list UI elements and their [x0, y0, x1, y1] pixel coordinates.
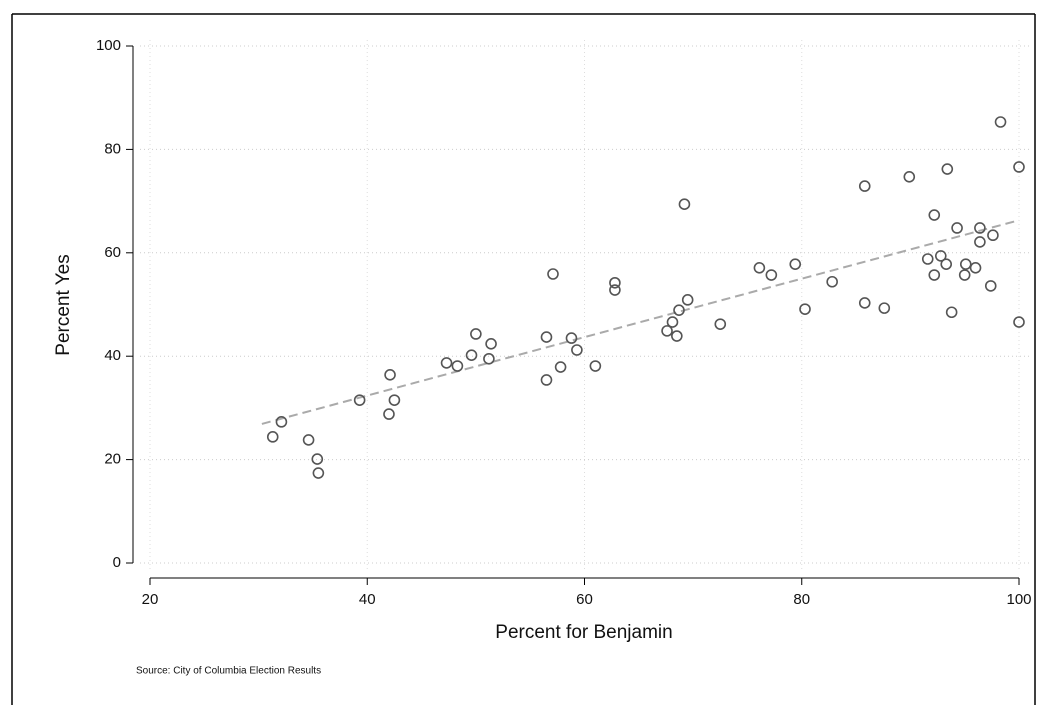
- point: [540, 331, 553, 343]
- point: [1013, 316, 1025, 328]
- point: [934, 250, 947, 262]
- point: [275, 416, 288, 428]
- point: [451, 360, 464, 372]
- point: [311, 453, 324, 465]
- point: [609, 284, 621, 296]
- point: [465, 349, 478, 361]
- point: [958, 269, 971, 281]
- x-tick-label: 60: [576, 591, 593, 608]
- point: [974, 222, 986, 234]
- point: [681, 294, 694, 306]
- point: [673, 304, 685, 316]
- point: [858, 297, 871, 309]
- point: [1013, 161, 1025, 173]
- point: [941, 163, 954, 175]
- point: [383, 408, 395, 420]
- point: [921, 253, 934, 265]
- x-tick-label: 100: [1006, 591, 1031, 608]
- point: [753, 261, 766, 274]
- point: [565, 332, 578, 344]
- y-tick-label: 80: [104, 140, 121, 157]
- y-tick-label: 100: [96, 37, 121, 54]
- point: [951, 222, 963, 234]
- point: [765, 269, 778, 281]
- point: [554, 361, 567, 373]
- x-axis-title: Percent for Benjamin: [495, 622, 672, 643]
- x-tick-label: 80: [793, 591, 810, 608]
- point: [974, 236, 986, 248]
- point: [858, 180, 871, 192]
- point: [945, 306, 958, 319]
- y-axis-title: Percent Yes: [53, 254, 74, 355]
- fit-line: [261, 219, 1020, 425]
- point: [714, 318, 727, 330]
- point: [388, 394, 401, 406]
- source-note: Source: City of Columbia Election Result…: [136, 666, 321, 677]
- point: [959, 258, 972, 270]
- y-tick-label: 0: [113, 554, 121, 571]
- y-tick-label: 60: [104, 244, 121, 261]
- point: [609, 276, 621, 289]
- point: [671, 330, 683, 342]
- point: [799, 303, 811, 315]
- point: [984, 280, 997, 292]
- point: [928, 209, 941, 221]
- point: [485, 337, 497, 350]
- point: [940, 258, 953, 270]
- x-tick-label: 40: [359, 591, 376, 608]
- point: [661, 325, 673, 337]
- point: [987, 229, 999, 242]
- point: [353, 394, 366, 406]
- point: [666, 316, 679, 328]
- point: [969, 261, 982, 274]
- point: [994, 116, 1007, 128]
- point: [302, 434, 315, 446]
- point: [571, 344, 583, 356]
- y-tick-label: 20: [104, 451, 121, 468]
- point: [483, 352, 495, 365]
- point: [589, 360, 602, 372]
- point: [312, 467, 325, 479]
- point: [266, 431, 279, 443]
- point: [678, 198, 691, 211]
- point: [540, 374, 553, 386]
- x-tick-label: 20: [142, 591, 159, 608]
- point: [878, 302, 891, 314]
- point: [928, 269, 941, 281]
- point: [440, 357, 453, 369]
- point: [470, 328, 482, 340]
- point: [384, 369, 396, 381]
- point: [789, 258, 802, 270]
- y-tick-label: 40: [104, 347, 121, 364]
- point: [903, 171, 916, 183]
- point: [547, 268, 559, 280]
- point: [826, 275, 838, 288]
